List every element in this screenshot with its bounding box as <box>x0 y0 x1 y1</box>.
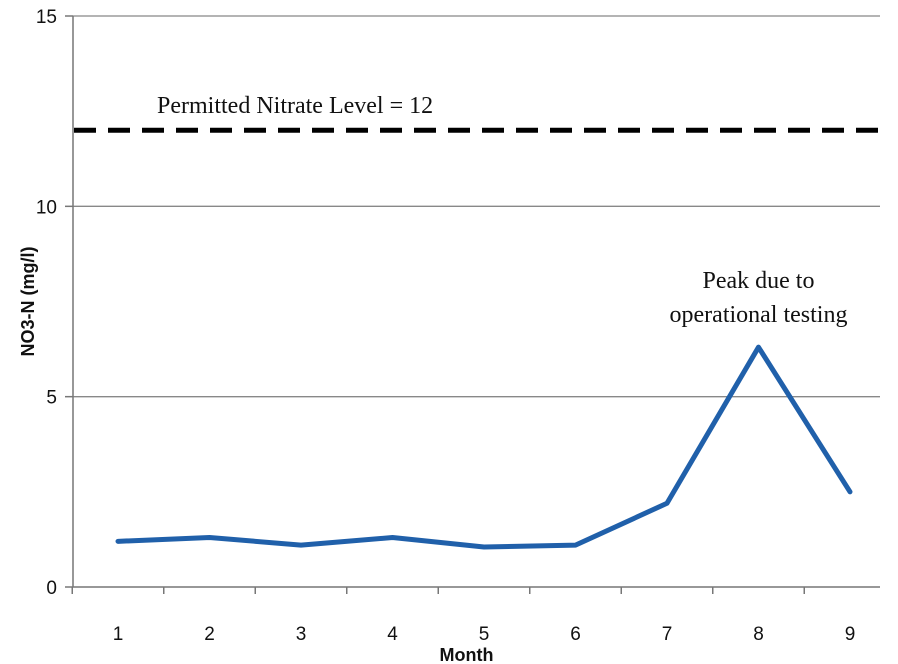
x-tick-label: 6 <box>570 624 581 645</box>
annotation-layer: Peak due to operational testing <box>670 268 848 328</box>
y-axis-ticks <box>65 15 73 588</box>
y-tick-label: 0 <box>46 578 57 599</box>
series-layer <box>115 344 853 550</box>
annotation-line: Peak due to <box>703 268 815 294</box>
series-line <box>115 344 853 550</box>
x-tick-label: 7 <box>662 624 673 645</box>
x-tick-label: 3 <box>296 624 307 645</box>
x-tick-label: 2 <box>204 624 215 645</box>
x-tick-label: 8 <box>753 624 764 645</box>
y-tick-label: 10 <box>36 197 57 218</box>
annotation-line: operational testing <box>670 302 848 328</box>
x-tick-label: 9 <box>845 624 856 645</box>
x-tick-label: 4 <box>387 624 398 645</box>
y-tick-labels: 0 5 10 15 <box>36 7 57 599</box>
y-axis-title: NO3-N (mg/l) <box>18 246 38 356</box>
x-tick-label: 5 <box>479 624 490 645</box>
x-tick-labels: 1 2 3 4 5 6 7 8 9 <box>113 624 856 645</box>
gridlines <box>73 15 880 398</box>
x-tick-label: 1 <box>113 624 124 645</box>
permitted-level-label: Permitted Nitrate Level = 12 <box>157 93 433 119</box>
x-axis-title: Month <box>440 645 494 664</box>
x-axis-ticks <box>71 587 805 594</box>
y-tick-label: 5 <box>46 388 57 409</box>
y-tick-label: 15 <box>36 7 57 28</box>
